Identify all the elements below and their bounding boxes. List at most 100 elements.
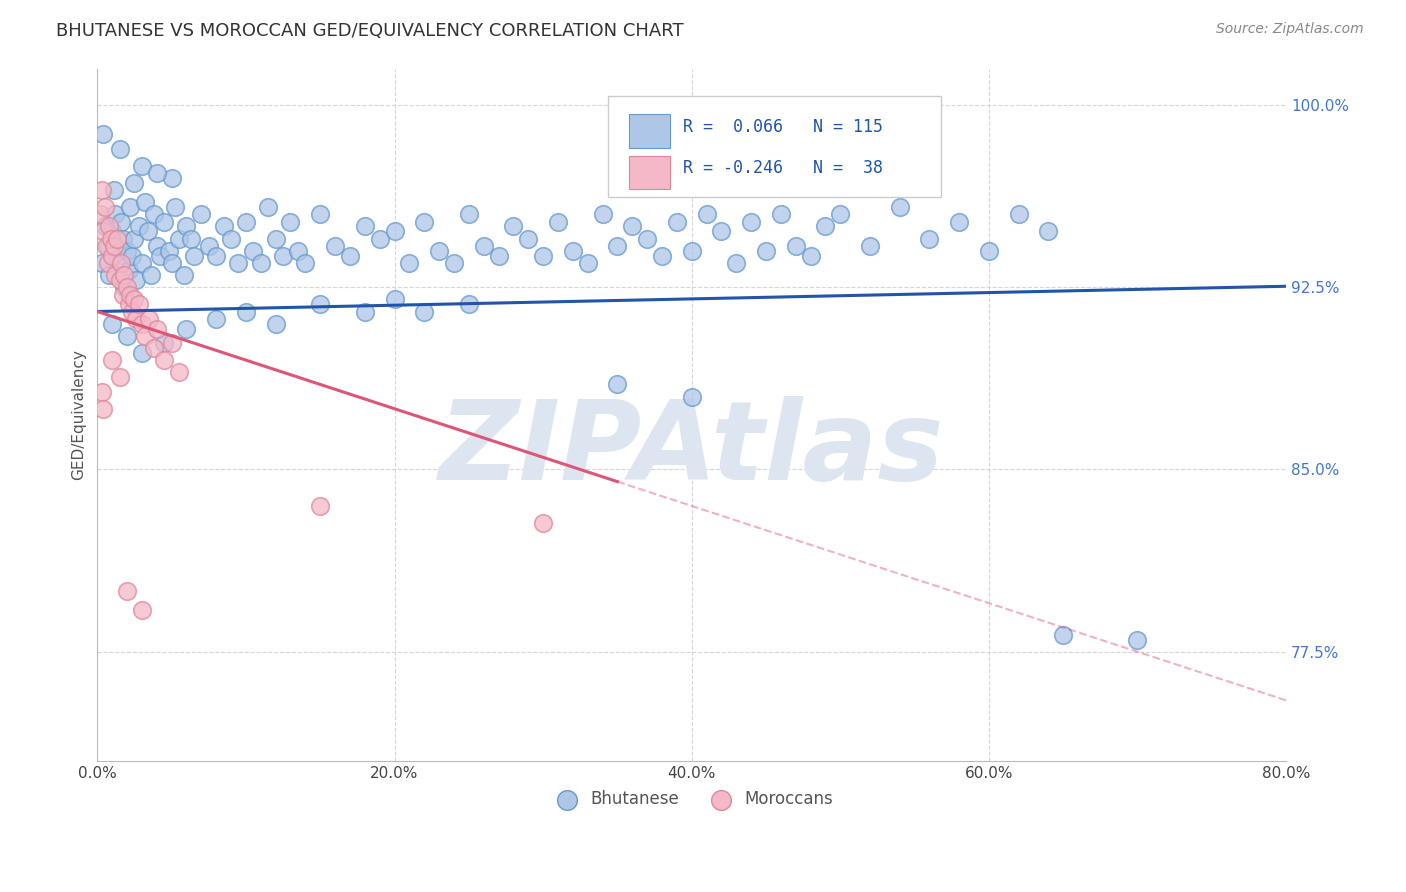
- Point: [98, 219, 121, 234]
- Point: [104, 268, 127, 282]
- Point: [142, 207, 165, 221]
- Point: [146, 239, 169, 253]
- Point: [180, 232, 202, 246]
- Point: [131, 256, 153, 270]
- Point: [125, 311, 148, 326]
- Point: [384, 293, 406, 307]
- Point: [695, 207, 717, 221]
- Point: [353, 219, 375, 234]
- Point: [104, 207, 127, 221]
- Point: [531, 516, 554, 530]
- Point: [131, 159, 153, 173]
- Point: [592, 207, 614, 221]
- Point: [249, 256, 271, 270]
- Point: [128, 219, 150, 234]
- Point: [740, 214, 762, 228]
- Point: [799, 249, 821, 263]
- Point: [725, 256, 748, 270]
- Point: [918, 232, 941, 246]
- Point: [977, 244, 1000, 258]
- Point: [271, 249, 294, 263]
- Point: [235, 214, 257, 228]
- Point: [173, 268, 195, 282]
- Point: [769, 207, 792, 221]
- Point: [103, 183, 125, 197]
- Point: [101, 353, 124, 368]
- Point: [636, 232, 658, 246]
- Point: [242, 244, 264, 258]
- Point: [121, 249, 143, 263]
- Point: [117, 263, 139, 277]
- Point: [110, 214, 132, 228]
- Point: [153, 214, 176, 228]
- Point: [131, 317, 153, 331]
- Legend: Bhutanese, Moroccans: Bhutanese, Moroccans: [544, 784, 839, 815]
- Point: [89, 207, 111, 221]
- Point: [339, 249, 361, 263]
- FancyBboxPatch shape: [609, 96, 941, 196]
- Point: [131, 603, 153, 617]
- Point: [117, 297, 139, 311]
- Point: [1126, 632, 1149, 647]
- Point: [94, 200, 117, 214]
- Point: [142, 341, 165, 355]
- Point: [118, 287, 141, 301]
- Point: [1038, 224, 1060, 238]
- Point: [98, 268, 121, 282]
- Point: [264, 232, 287, 246]
- Point: [110, 256, 132, 270]
- Point: [280, 214, 302, 228]
- FancyBboxPatch shape: [628, 114, 671, 148]
- Point: [100, 232, 122, 246]
- Point: [108, 370, 131, 384]
- Point: [139, 268, 162, 282]
- FancyBboxPatch shape: [628, 155, 671, 189]
- Point: [115, 244, 138, 258]
- Point: [157, 244, 180, 258]
- Text: ZIPAtlas: ZIPAtlas: [439, 396, 945, 503]
- Point: [190, 207, 212, 221]
- Point: [134, 328, 156, 343]
- Point: [859, 239, 882, 253]
- Point: [105, 232, 128, 246]
- Point: [606, 239, 628, 253]
- Point: [131, 346, 153, 360]
- Point: [287, 244, 309, 258]
- Point: [257, 200, 280, 214]
- Point: [153, 336, 176, 351]
- Point: [97, 256, 120, 270]
- Point: [948, 214, 970, 228]
- Y-axis label: GED/Equivalency: GED/Equivalency: [72, 350, 86, 480]
- Point: [146, 166, 169, 180]
- Point: [108, 256, 131, 270]
- Point: [101, 317, 124, 331]
- Point: [606, 377, 628, 392]
- Point: [112, 268, 135, 282]
- Point: [108, 142, 131, 156]
- Point: [160, 170, 183, 185]
- Point: [128, 297, 150, 311]
- Point: [651, 249, 673, 263]
- Point: [681, 390, 703, 404]
- Point: [90, 183, 112, 197]
- Point: [160, 336, 183, 351]
- Point: [94, 219, 117, 234]
- Point: [103, 239, 125, 253]
- Point: [219, 232, 242, 246]
- Point: [149, 249, 172, 263]
- Point: [176, 219, 198, 234]
- Point: [91, 127, 114, 141]
- Point: [547, 214, 569, 228]
- Point: [681, 244, 703, 258]
- Point: [488, 249, 510, 263]
- Point: [710, 224, 733, 238]
- Point: [457, 207, 479, 221]
- Point: [197, 239, 219, 253]
- Point: [90, 256, 112, 270]
- Point: [212, 219, 235, 234]
- Point: [457, 297, 479, 311]
- Point: [368, 232, 391, 246]
- Point: [105, 244, 128, 258]
- Point: [91, 401, 114, 416]
- Point: [118, 200, 141, 214]
